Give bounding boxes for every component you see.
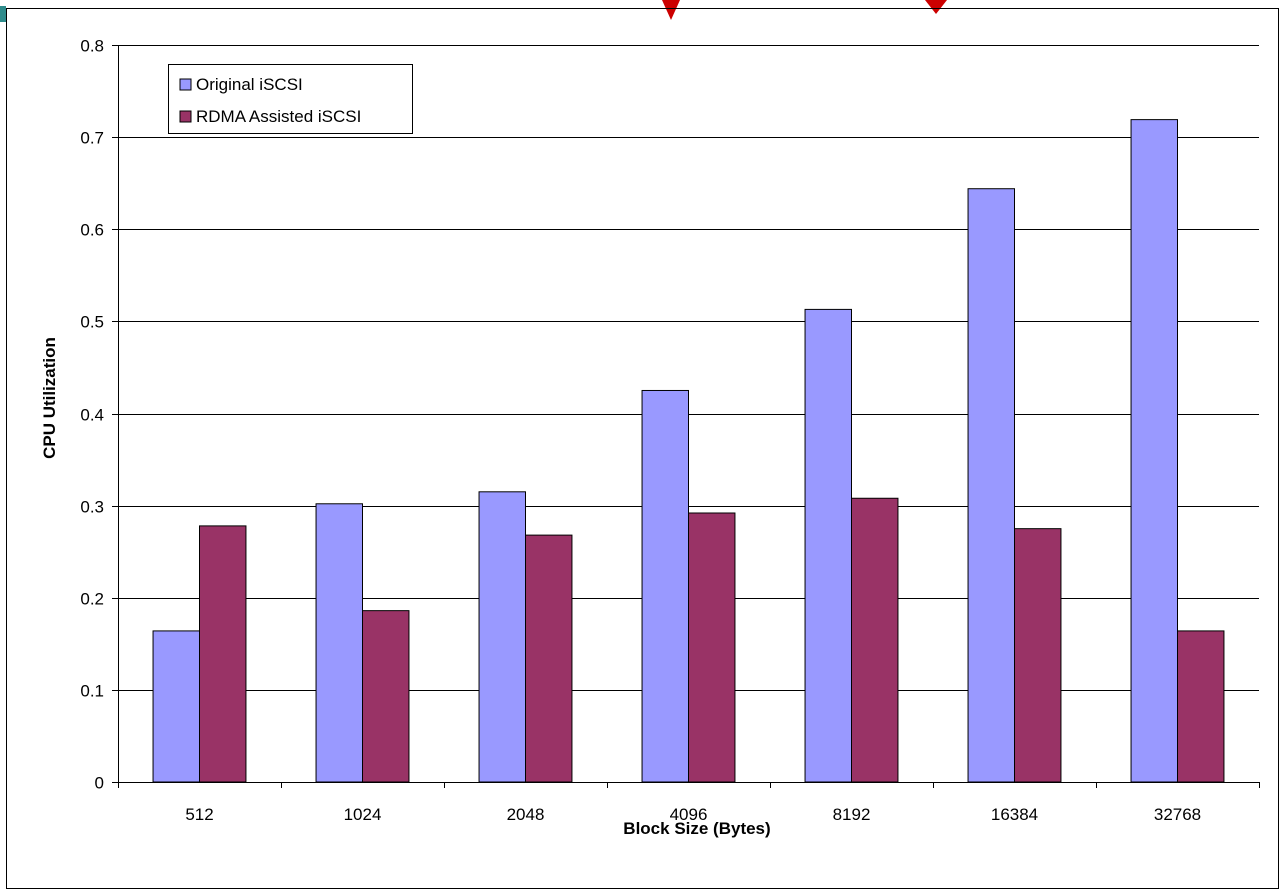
bar-rdma-assisted-iscsi-8192 — [851, 497, 899, 783]
bar-original-iscsi-2048 — [478, 491, 527, 783]
bar-original-iscsi-32768 — [1130, 119, 1179, 783]
x-tick-label-8192: 8192 — [833, 805, 871, 824]
legend-label-original-iscsi: Original iSCSI — [196, 75, 303, 94]
x-tick-label-1024: 1024 — [344, 805, 382, 824]
y-tick-label-5: 0.5 — [80, 313, 104, 332]
bar-original-iscsi-4096 — [641, 389, 689, 783]
axes — [112, 45, 1260, 788]
bar-rdma-assisted-iscsi-4096 — [688, 512, 736, 783]
legend-label-rdma-assisted-iscsi: RDMA Assisted iSCSI — [196, 107, 361, 126]
bar-rdma-assisted-iscsi-1024 — [362, 610, 410, 783]
x-tick-label-16384: 16384 — [991, 805, 1038, 824]
x-axis-title: Block Size (Bytes) — [623, 819, 770, 838]
bar-rdma-assisted-iscsi-512 — [199, 525, 247, 783]
y-tick-label-2: 0.2 — [80, 590, 104, 609]
x-tick-labels: 512 1024 2048 4096 8192 16384 32768 — [185, 805, 1201, 824]
bar-rdma-assisted-iscsi-16384 — [1014, 528, 1062, 783]
corner-accent — [0, 6, 6, 22]
bar-original-iscsi-16384 — [967, 188, 1015, 783]
bar-original-iscsi-512 — [152, 630, 200, 783]
y-tick-label-0: 0 — [95, 774, 104, 793]
y-tick-label-3: 0.3 — [80, 498, 104, 517]
bar-rdma-assisted-iscsi-2048 — [525, 534, 573, 783]
y-tick-label-8: 0.8 — [80, 37, 104, 56]
title-flourish-right — [925, 0, 947, 14]
bar-original-iscsi-1024 — [315, 503, 364, 783]
y-axis-title: CPU Utilization — [40, 337, 59, 459]
legend-swatch-rdma-assisted-iscsi — [179, 110, 192, 123]
x-tick-label-32768: 32768 — [1154, 805, 1201, 824]
bars — [152, 119, 1225, 783]
y-tick-labels: 0 0.1 0.2 0.3 0.4 0.5 0.6 0.7 0.8 — [80, 37, 104, 793]
x-tick-label-512: 512 — [185, 805, 213, 824]
grid-lines — [118, 45, 1259, 691]
y-tick-label-1: 0.1 — [80, 682, 104, 701]
bar-original-iscsi-8192 — [804, 308, 852, 783]
bar-rdma-assisted-iscsi-32768 — [1177, 630, 1225, 783]
y-tick-label-4: 0.4 — [80, 406, 104, 425]
legend-swatch-original-iscsi — [179, 78, 192, 91]
legend-box — [168, 64, 413, 134]
x-tick-label-2048: 2048 — [507, 805, 545, 824]
title-flourish-left — [662, 0, 680, 20]
legend: Original iSCSI RDMA Assisted iSCSI — [168, 64, 413, 134]
y-tick-label-7: 0.7 — [80, 129, 104, 148]
x-tick-label-4096: 4096 — [670, 805, 708, 824]
y-tick-label-6: 0.6 — [80, 221, 104, 240]
